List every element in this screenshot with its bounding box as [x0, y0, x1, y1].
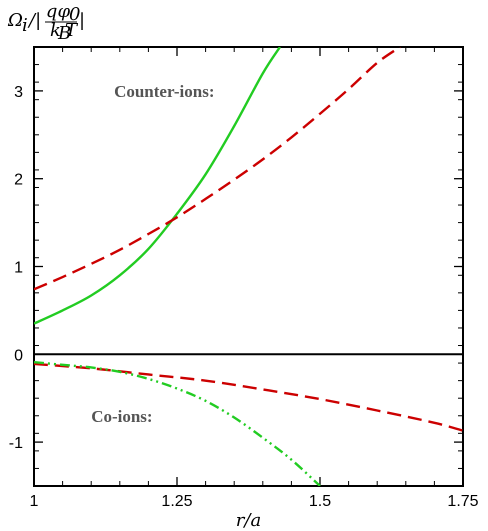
- y-tick-label: 0: [14, 347, 23, 364]
- y-tick-label: -1: [9, 435, 23, 452]
- y-tick-label: 3: [14, 84, 23, 101]
- y-tick-label: 1: [14, 260, 23, 277]
- y-title-den: k: [50, 20, 61, 41]
- x-tick-label: 1.75: [447, 493, 478, 510]
- y-title-sub: i: [22, 15, 28, 36]
- y-title-close: |: [79, 10, 85, 31]
- x-tick-label: 1: [30, 493, 39, 510]
- y-title-den-sub: B: [57, 23, 71, 44]
- data-lines: [34, 47, 463, 486]
- annotation-1: Counter-ions:: [114, 82, 214, 101]
- y-title-main: Ω: [7, 10, 23, 31]
- y-title-den-tail: T: [65, 20, 79, 41]
- x-axis-title: r/a: [236, 510, 261, 531]
- series-line-1: [34, 47, 281, 325]
- series-line-4: [34, 361, 321, 486]
- series-line-2: [34, 47, 401, 291]
- y-tick-label: 2: [14, 172, 23, 189]
- x-tick-label: 1.5: [309, 493, 331, 510]
- y-title-slash: /|: [27, 10, 41, 31]
- axes: 1 1.25 1.5 1.75 -1 0 1 2 3: [9, 46, 479, 510]
- annotation-2: Co-ions:: [91, 407, 152, 426]
- annotations: Counter-ions: Co-ions:: [91, 82, 214, 426]
- y-title-num: qφ: [46, 1, 71, 22]
- x-tick-label: 1.25: [161, 493, 192, 510]
- y-title-num-sub: 0: [69, 4, 80, 25]
- series-line-3: [34, 362, 463, 432]
